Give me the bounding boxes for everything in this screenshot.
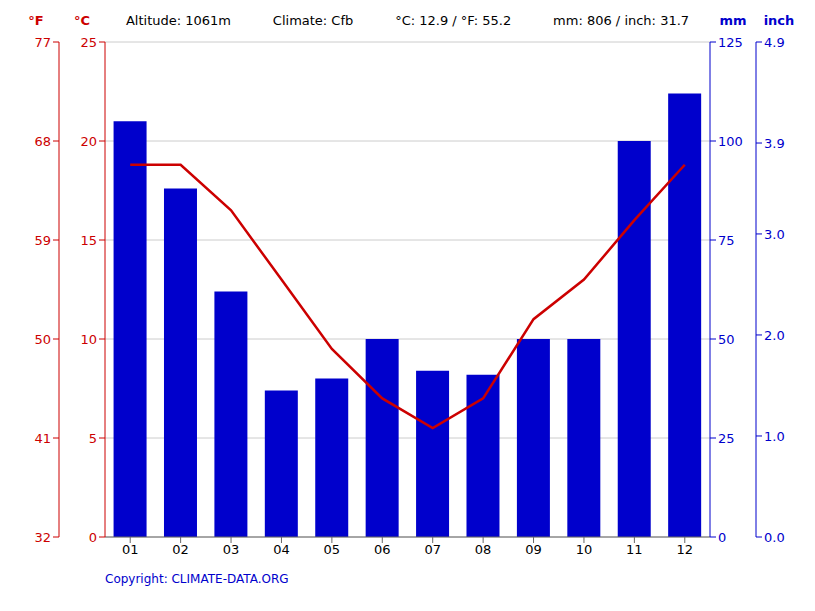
- svg-text:2.0: 2.0: [764, 328, 785, 343]
- svg-text:41: 41: [34, 431, 51, 446]
- html-text:°F: °F: [28, 12, 44, 28]
- html-text:°C: °C: [74, 12, 90, 28]
- svg-text:77: 77: [34, 35, 51, 50]
- svg-text:50: 50: [34, 332, 51, 347]
- svg-text:05: 05: [324, 542, 341, 557]
- svg-text:06: 06: [374, 542, 391, 557]
- svg-text:25: 25: [80, 35, 97, 50]
- svg-text:11: 11: [626, 542, 643, 557]
- svg-text:68: 68: [34, 134, 51, 149]
- svg-text:1.0: 1.0: [764, 429, 785, 444]
- svg-text:5: 5: [89, 431, 97, 446]
- svg-text:08: 08: [475, 542, 492, 557]
- svg-text:15: 15: [80, 233, 97, 248]
- svg-text:59: 59: [34, 233, 51, 248]
- svg-text:100: 100: [718, 134, 743, 149]
- html-text:inch: inch: [763, 12, 795, 28]
- svg-text:10: 10: [576, 542, 593, 557]
- svg-text:01: 01: [122, 542, 139, 557]
- svg-text:3.0: 3.0: [764, 227, 785, 242]
- svg-text:25: 25: [718, 431, 735, 446]
- svg-text:20: 20: [80, 134, 97, 149]
- html-text:Climate: Cfb: Climate: Cfb: [272, 12, 354, 28]
- svg-text:0: 0: [718, 530, 726, 545]
- html-text:°C: 12.9 / °F: 55.2: °C: 12.9 / °F: 55.2: [395, 12, 512, 28]
- svg-text:10: 10: [80, 332, 97, 347]
- html-text:mm: 806 / inch: 31.7: mm: 806 / inch: 31.7: [553, 12, 690, 28]
- svg-text:0: 0: [89, 530, 97, 545]
- svg-text:3.9: 3.9: [764, 136, 785, 151]
- svg-text:03: 03: [223, 542, 240, 557]
- html-text:Altitude: 1061m: Altitude: 1061m: [125, 12, 231, 28]
- svg-text:4.9: 4.9: [764, 35, 785, 50]
- svg-text:04: 04: [273, 542, 290, 557]
- svg-text:09: 09: [525, 542, 542, 557]
- html-text:Copyright: CLIMATE-DATA.ORG: Copyright: CLIMATE-DATA.ORG: [105, 572, 289, 586]
- svg-text:02: 02: [172, 542, 189, 557]
- html-text:mm: mm: [719, 12, 747, 28]
- svg-text:32: 32: [34, 530, 51, 545]
- svg-text:50: 50: [718, 332, 735, 347]
- svg-text:75: 75: [718, 233, 735, 248]
- svg-text:12: 12: [677, 542, 694, 557]
- svg-text:07: 07: [424, 542, 441, 557]
- svg-text:125: 125: [718, 35, 743, 50]
- svg-text:0.0: 0.0: [764, 530, 785, 545]
